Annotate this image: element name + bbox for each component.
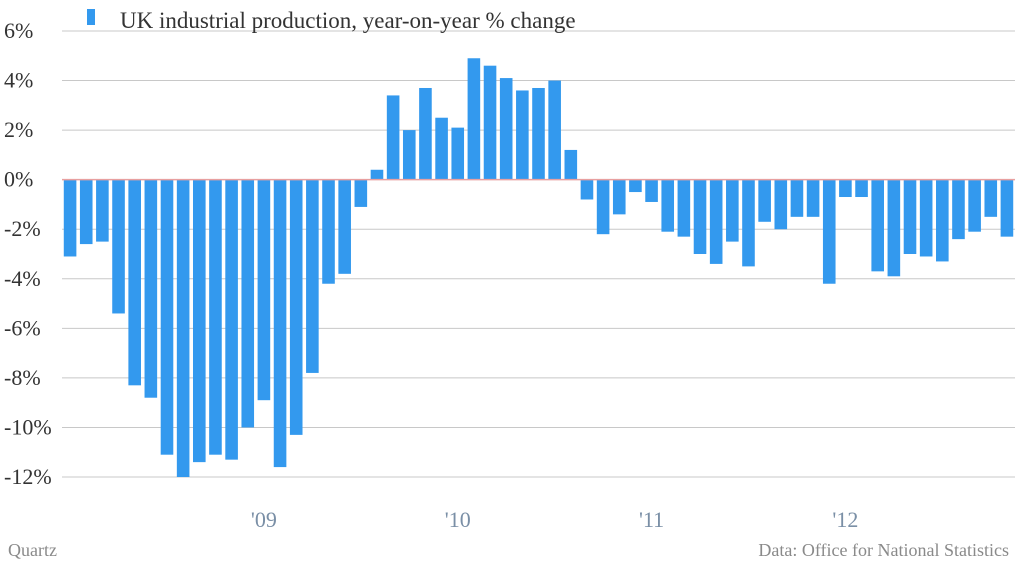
y-axis-ticks: 6% 4% 2% 0% -2% -4% -6% -8% -10% -12% <box>4 18 52 489</box>
bar <box>839 179 852 198</box>
bar <box>499 78 513 180</box>
bar <box>176 179 190 477</box>
bar <box>306 179 319 373</box>
bar <box>564 149 578 180</box>
y-tick-label: -10% <box>4 414 52 439</box>
bar <box>629 179 642 193</box>
bar <box>96 179 109 242</box>
y-tick-label: -12% <box>4 464 52 489</box>
bar <box>709 179 723 264</box>
bar <box>806 179 820 217</box>
bar <box>871 179 885 272</box>
footer-source-left: Quartz <box>8 540 57 560</box>
legend: UK industrial production, year-on-year %… <box>87 8 576 33</box>
bar <box>790 179 804 217</box>
bar <box>370 169 384 180</box>
bar <box>273 179 287 468</box>
bar <box>225 179 238 460</box>
bar <box>338 179 351 274</box>
x-tick-label: '11 <box>639 507 664 532</box>
bar <box>580 179 594 200</box>
bar <box>855 179 868 198</box>
bar <box>984 179 998 217</box>
bars <box>63 58 1014 477</box>
bar <box>467 58 481 180</box>
bar <box>903 179 917 254</box>
bar <box>645 179 658 202</box>
bar <box>160 179 174 455</box>
x-tick-label: '09 <box>251 507 277 532</box>
bar <box>354 179 368 207</box>
bar <box>516 90 529 180</box>
bar <box>936 179 949 262</box>
bar <box>128 179 141 386</box>
bar <box>386 95 400 180</box>
bar <box>952 179 965 240</box>
bar <box>742 179 755 267</box>
y-tick-label: -4% <box>4 266 41 291</box>
bar <box>919 179 933 257</box>
bar <box>1000 179 1014 237</box>
bar <box>612 179 626 215</box>
footer-source-right: Data: Office for National Statistics <box>758 540 1009 560</box>
bar <box>322 179 335 284</box>
bar <box>419 87 432 180</box>
bar <box>532 87 545 180</box>
y-tick-label: -6% <box>4 315 41 340</box>
bar <box>661 179 675 232</box>
bar <box>596 179 610 235</box>
bar <box>241 179 255 428</box>
bar <box>483 65 497 180</box>
bar <box>63 179 77 257</box>
bar <box>257 179 271 401</box>
bar <box>758 179 771 222</box>
bar <box>192 179 206 463</box>
legend-label: UK industrial production, year-on-year %… <box>120 8 576 33</box>
y-tick-label: 4% <box>4 68 33 93</box>
bar <box>79 179 93 245</box>
bar <box>144 179 158 398</box>
y-tick-label: -8% <box>4 365 41 390</box>
y-tick-label: 6% <box>4 18 33 43</box>
x-tick-label: '12 <box>832 507 858 532</box>
bar <box>289 179 303 435</box>
bar <box>726 179 739 242</box>
bar <box>451 127 465 180</box>
y-tick-label: -2% <box>4 216 41 241</box>
legend-swatch <box>87 9 95 25</box>
x-tick-label: '10 <box>445 507 471 532</box>
bar <box>548 80 561 180</box>
bar <box>209 179 222 455</box>
bar <box>435 117 448 180</box>
bar <box>968 179 981 232</box>
y-tick-label: 2% <box>4 117 33 142</box>
bar <box>693 179 707 254</box>
bar <box>677 179 691 237</box>
bar <box>822 179 836 284</box>
x-axis-ticks: '09 '10 '11 '12 <box>251 507 858 532</box>
bar <box>774 179 788 230</box>
y-tick-label: 0% <box>4 167 33 192</box>
bar <box>112 179 125 314</box>
bar <box>402 130 416 180</box>
bar <box>887 179 901 277</box>
